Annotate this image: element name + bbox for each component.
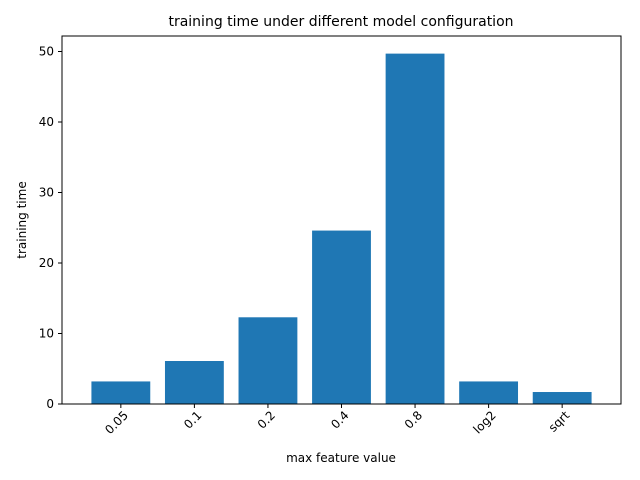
y-tick-label: 10 [39,327,54,341]
x-axis-label: max feature value [286,451,396,465]
y-tick-label: 50 [39,45,54,59]
bar-0.8 [385,53,445,405]
bar-0.4 [312,230,371,404]
bar-0.2 [238,317,298,404]
y-axis-label: training time [15,181,29,258]
bar-0.1 [164,361,224,404]
plot-area [61,35,622,405]
bar-log2 [459,381,519,404]
y-tick-label: 30 [39,186,54,200]
y-tick-label: 0 [46,397,54,411]
y-axis: 0 10 20 30 40 50 [39,45,62,411]
chart-title: training time under different model conf… [168,14,513,30]
y-tick-label: 20 [39,256,54,270]
bar-0.05 [91,381,151,404]
bar-sqrt [532,392,592,404]
y-tick-label: 40 [39,115,54,129]
